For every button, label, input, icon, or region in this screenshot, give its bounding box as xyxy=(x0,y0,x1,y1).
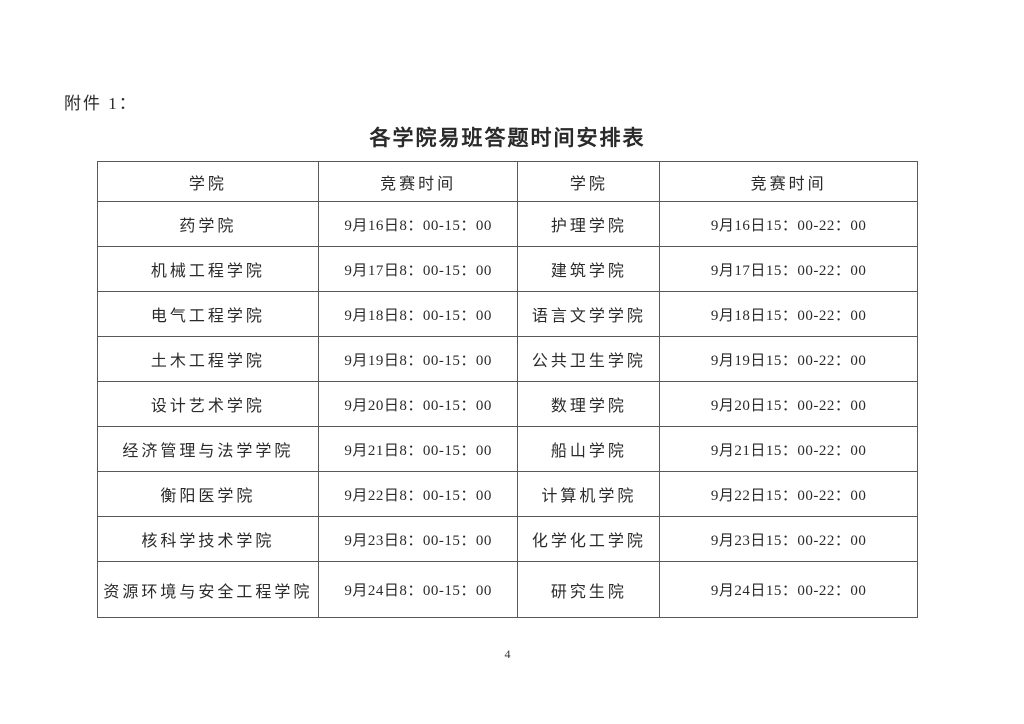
college-cell: 建筑学院 xyxy=(517,246,661,292)
header-cell: 学院 xyxy=(97,161,319,202)
table-row: 土木工程学院 9月19日8：00-15：00 公共卫生学院 9月19日15：00-22… xyxy=(97,336,918,382)
header-cell: 学院 xyxy=(517,161,661,202)
college-cell: 公共卫生学院 xyxy=(517,336,661,382)
college-cell: 语言文学学院 xyxy=(517,291,661,337)
time-cell: 9月20日8：00-15：00 xyxy=(317,381,519,427)
table-row: 核科学技术学院 9月23日8：00-15：00 化学化工学院 9月23日15：00-2… xyxy=(97,516,918,562)
time-cell: 9月22日8：00-15：00 xyxy=(317,471,519,517)
time-cell: 9月16日15：00-22：00 xyxy=(659,201,918,247)
college-cell: 资源环境与安全工程学院 xyxy=(97,561,319,618)
college-cell: 计算机学院 xyxy=(517,471,661,517)
time-cell: 9月17日15：00-22：00 xyxy=(659,246,918,292)
time-cell: 9月21日15：00-22：00 xyxy=(659,426,918,472)
header-cell: 竞赛时间 xyxy=(317,161,519,202)
time-cell: 9月16日8：00-15：00 xyxy=(317,201,519,247)
attachment-label: 附件 1： xyxy=(64,94,138,113)
college-cell: 化学化工学院 xyxy=(517,516,661,562)
header-cell: 竞赛时间 xyxy=(659,161,918,202)
time-cell: 9月21日8：00-15：00 xyxy=(317,426,519,472)
college-cell: 电气工程学院 xyxy=(97,291,319,337)
page-title: 各学院易班答题时间安排表 xyxy=(369,126,646,150)
college-cell: 药学院 xyxy=(97,201,319,247)
time-cell: 9月18日8：00-15：00 xyxy=(317,291,519,337)
table-row: 衡阳医学院 9月22日8：00-15：00 计算机学院 9月22日15：00-22：0… xyxy=(97,471,918,517)
time-cell: 9月23日8：00-15：00 xyxy=(317,516,519,562)
college-cell: 船山学院 xyxy=(517,426,661,472)
table-row: 资源环境与安全工程学院 9月24日8：00-15：00 研究生院 9月24日15：00… xyxy=(97,561,918,618)
time-cell: 9月24日15：00-22：00 xyxy=(659,561,918,618)
page-number: 4 xyxy=(504,647,511,661)
time-cell: 9月19日15：00-22：00 xyxy=(659,336,918,382)
time-cell: 9月20日15：00-22：00 xyxy=(659,381,918,427)
time-cell: 9月23日15：00-22：00 xyxy=(659,516,918,562)
college-cell: 研究生院 xyxy=(517,561,661,618)
college-cell: 土木工程学院 xyxy=(97,336,319,382)
college-cell: 设计艺术学院 xyxy=(97,381,319,427)
time-cell: 9月18日15：00-22：00 xyxy=(659,291,918,337)
table-row: 电气工程学院 9月18日8：00-15：00 语言文学学院 9月18日15：00-22… xyxy=(97,291,918,337)
college-cell: 机械工程学院 xyxy=(97,246,319,292)
table-row: 设计艺术学院 9月20日8：00-15：00 数理学院 9月20日15：00-22：0… xyxy=(97,381,918,427)
time-cell: 9月22日15：00-22：00 xyxy=(659,471,918,517)
college-cell: 护理学院 xyxy=(517,201,661,247)
college-cell: 数理学院 xyxy=(517,381,661,427)
college-cell: 衡阳医学院 xyxy=(97,471,319,517)
time-cell: 9月17日8：00-15：00 xyxy=(317,246,519,292)
table-row: 经济管理与法学学院 9月21日8：00-15：00 船山学院 9月21日15：00-2… xyxy=(97,426,918,472)
college-cell: 核科学技术学院 xyxy=(97,516,319,562)
table-row: 机械工程学院 9月17日8：00-15：00 建筑学院 9月17日15：00-22：0… xyxy=(97,246,918,292)
table-body: 药学院 9月16日8：00-15：00 护理学院 9月16日15：00-22：00 机械… xyxy=(97,201,918,618)
college-cell: 经济管理与法学学院 xyxy=(97,426,319,472)
table-row: 药学院 9月16日8：00-15：00 护理学院 9月16日15：00-22：00 xyxy=(97,201,918,247)
header-row: 学院 竞赛时间 学院 竞赛时间 xyxy=(97,161,918,202)
schedule-table: 学院 竞赛时间 学院 竞赛时间 药学院 9月16日8：00-15：00 护理学院 9月16日… xyxy=(97,161,918,618)
time-cell: 9月19日8：00-15：00 xyxy=(317,336,519,382)
time-cell: 9月24日8：00-15：00 xyxy=(317,561,519,618)
